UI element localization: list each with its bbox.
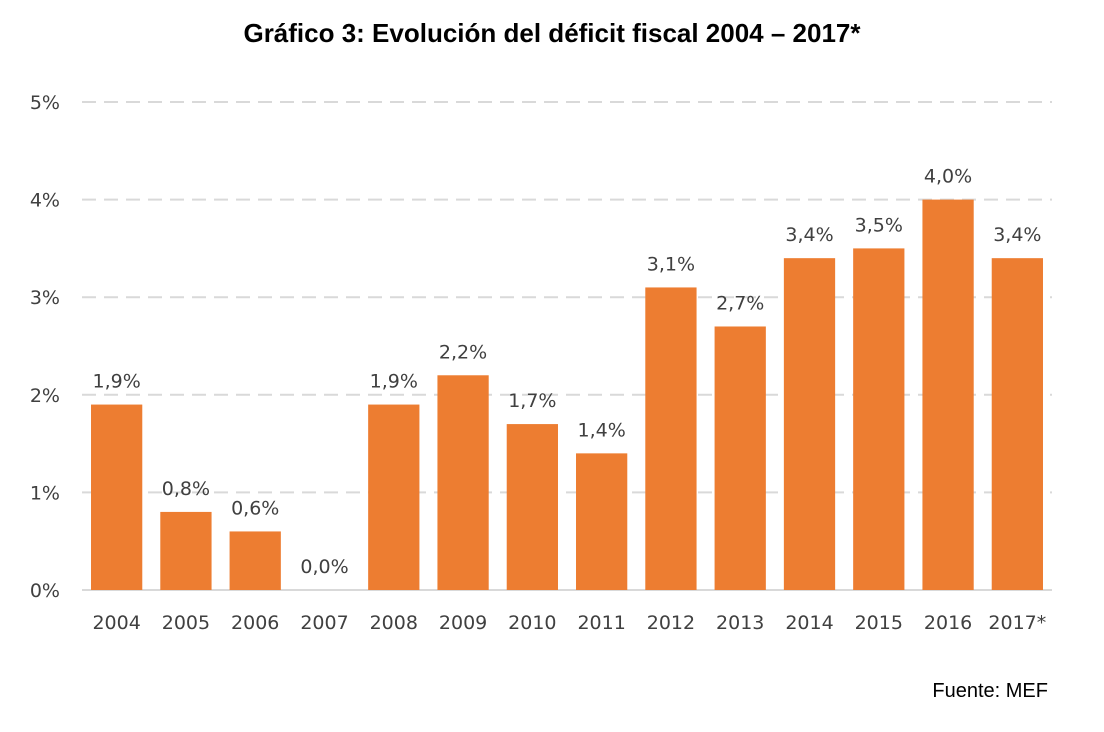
bar <box>437 375 489 590</box>
x-tick-label: 2007 <box>300 612 348 634</box>
bar <box>991 258 1043 590</box>
data-label: 3,4% <box>993 224 1041 246</box>
y-axis-ticks: 0% 1% 2% 3% 4% 5% <box>30 92 60 602</box>
data-label: 1,9% <box>93 371 141 393</box>
bar <box>91 404 143 590</box>
gridlines <box>82 101 1052 591</box>
data-label: 3,4% <box>785 224 833 246</box>
y-tick-label: 2% <box>30 385 60 407</box>
bar <box>783 258 836 590</box>
x-tick-label: 2011 <box>577 612 625 634</box>
data-label: 0,8% <box>162 478 210 500</box>
data-label: 3,5% <box>855 214 903 236</box>
x-tick-label: 2005 <box>162 612 210 634</box>
data-label: 2,7% <box>716 292 764 314</box>
x-tick-label: 2012 <box>647 612 695 634</box>
x-tick-label: 2017* <box>988 612 1046 634</box>
data-label: 1,4% <box>578 419 626 441</box>
data-label: 4,0% <box>924 166 972 188</box>
bar <box>853 248 905 590</box>
data-label: 1,9% <box>370 371 418 393</box>
x-tick-label: 2014 <box>785 612 833 634</box>
y-tick-label: 5% <box>30 92 60 114</box>
x-tick-label: 2004 <box>92 612 140 634</box>
y-tick-label: 1% <box>30 482 60 504</box>
data-label: 0,6% <box>231 497 279 519</box>
y-tick-label: 4% <box>30 190 60 212</box>
bar <box>576 453 628 590</box>
bar <box>229 531 281 590</box>
x-tick-label: 2016 <box>924 612 972 634</box>
data-label: 1,7% <box>508 390 556 412</box>
bar <box>160 511 212 590</box>
chart-title: Gráfico 3: Evolución del déficit fiscal … <box>243 18 861 48</box>
x-tick-label: 2006 <box>231 612 279 634</box>
x-tick-label: 2015 <box>855 612 903 634</box>
bar <box>506 424 558 590</box>
y-tick-label: 0% <box>30 580 60 602</box>
x-tick-label: 2008 <box>370 612 418 634</box>
data-label: 3,1% <box>647 253 695 275</box>
bar <box>368 404 420 590</box>
source-note: Fuente: MEF <box>932 680 1048 702</box>
x-tick-label: 2013 <box>716 612 764 634</box>
bar <box>645 287 697 590</box>
data-label: 2,2% <box>439 341 487 363</box>
bars <box>91 199 1043 590</box>
bar <box>922 199 974 590</box>
x-tick-label: 2009 <box>439 612 487 634</box>
data-label: 0,0% <box>300 556 348 578</box>
x-tick-label: 2010 <box>508 612 556 634</box>
bar <box>714 326 766 590</box>
data-labels: 1,9% 0,8% 0,6% 0,0% 1,9% 2,2% 1,7% 1,4% 3,1% 2,7%… <box>93 166 1042 578</box>
y-tick-label: 3% <box>30 287 60 309</box>
x-axis-ticks: 2004 2005 2006 2007 2008 2009 2010 2011 2012 2013… <box>92 612 1046 634</box>
